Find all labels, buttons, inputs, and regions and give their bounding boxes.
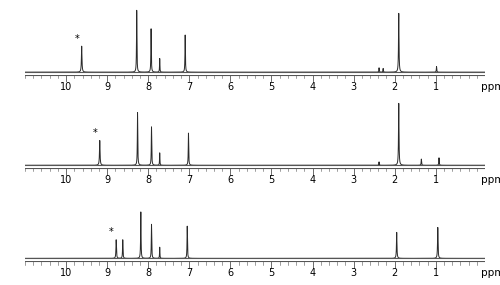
Text: *: * — [109, 227, 114, 237]
Text: 6: 6 — [228, 175, 234, 185]
Text: 9: 9 — [104, 268, 110, 278]
Text: 2: 2 — [392, 82, 398, 92]
Text: 10: 10 — [60, 268, 72, 278]
Text: *: * — [92, 128, 97, 138]
Text: 4: 4 — [310, 82, 316, 92]
Text: ppm: ppm — [481, 268, 500, 278]
Text: 5: 5 — [268, 268, 274, 278]
Text: 9: 9 — [104, 175, 110, 185]
Text: 6: 6 — [228, 82, 234, 92]
Text: 1: 1 — [432, 175, 439, 185]
Text: 3: 3 — [350, 268, 356, 278]
Text: 8: 8 — [145, 175, 152, 185]
Text: 8: 8 — [145, 268, 152, 278]
Text: 5: 5 — [268, 175, 274, 185]
Text: 3: 3 — [350, 175, 356, 185]
Text: *: * — [74, 34, 79, 44]
Text: 9: 9 — [104, 82, 110, 92]
Text: 1: 1 — [432, 82, 439, 92]
Text: 3: 3 — [350, 82, 356, 92]
Text: 10: 10 — [60, 82, 72, 92]
Text: 2: 2 — [392, 175, 398, 185]
Text: 4: 4 — [310, 175, 316, 185]
Text: ppm: ppm — [481, 175, 500, 185]
Text: 4: 4 — [310, 268, 316, 278]
Text: 7: 7 — [186, 268, 192, 278]
Text: ppm: ppm — [481, 82, 500, 92]
Text: 2: 2 — [392, 268, 398, 278]
Text: 7: 7 — [186, 175, 192, 185]
Text: 7: 7 — [186, 82, 192, 92]
Text: 5: 5 — [268, 82, 274, 92]
Text: 6: 6 — [228, 268, 234, 278]
Text: 10: 10 — [60, 175, 72, 185]
Text: 8: 8 — [145, 82, 152, 92]
Text: 1: 1 — [432, 268, 439, 278]
